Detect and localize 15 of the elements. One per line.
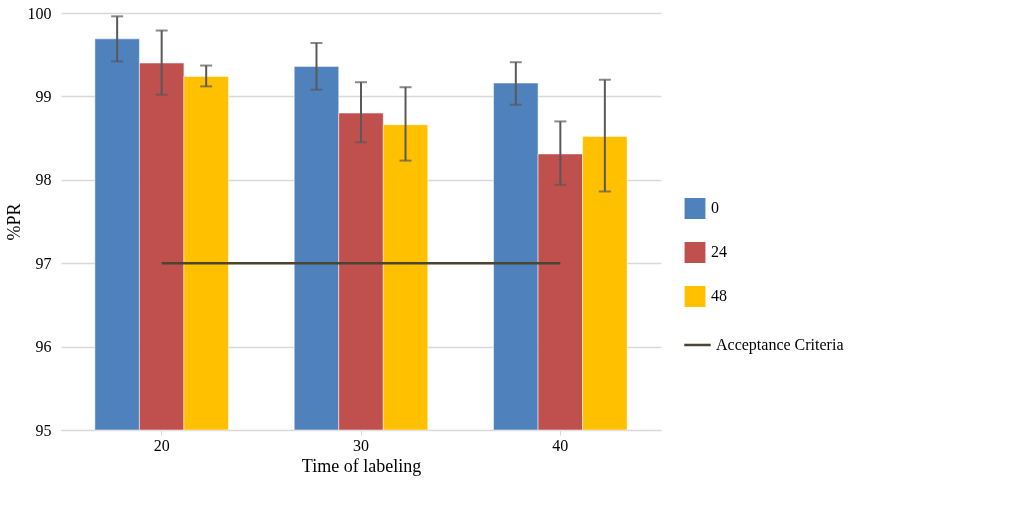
x-axis-title: Time of labeling [301, 455, 422, 476]
y-tick-label: 97 [35, 254, 52, 272]
x-tick-label: 30 [353, 436, 369, 454]
x-tick-label: 40 [552, 436, 569, 454]
y-tick-label: 99 [35, 87, 52, 105]
y-axis-title: %PR [3, 203, 24, 241]
y-tick-label: 95 [35, 421, 52, 439]
legend-label: 24 [711, 243, 727, 261]
legend-label: 48 [711, 287, 727, 305]
y-tick-label: 98 [35, 171, 52, 189]
y-tick-label: 96 [35, 338, 52, 356]
y-tick-label: 100 [27, 4, 52, 22]
legend-label: Acceptance Criteria [716, 335, 844, 354]
x-tick-label: 20 [153, 436, 170, 454]
legend-label: 0 [711, 199, 719, 217]
